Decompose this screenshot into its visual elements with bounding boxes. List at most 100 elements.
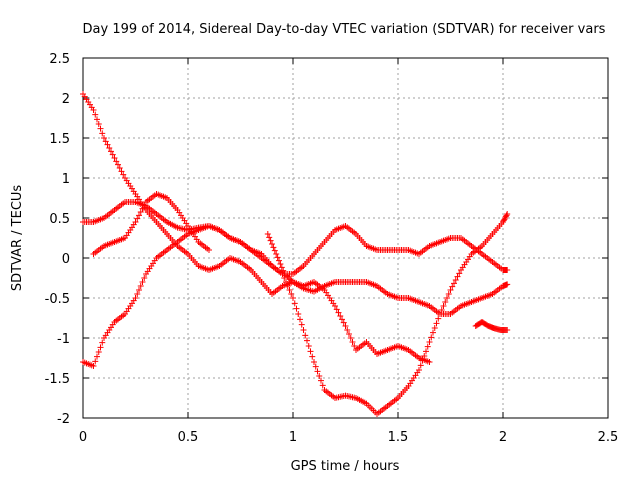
data-point-marker (312, 363, 319, 370)
data-point-marker (274, 254, 281, 261)
data-point-marker (437, 311, 443, 317)
data-point-marker (311, 359, 317, 365)
data-point-marker (503, 212, 510, 219)
plot-frame (82, 57, 609, 419)
data-point-marker (416, 367, 422, 373)
data-point-marker (283, 272, 289, 279)
data-point-marker (500, 219, 506, 225)
data-point-marker (277, 261, 284, 267)
y-tick-label: 1.5 (49, 132, 70, 147)
y-tick-label: 0.5 (49, 212, 70, 227)
data-point-marker (90, 107, 97, 113)
data-point-marker (452, 277, 459, 283)
data-point-marker (287, 276, 294, 283)
y-tick-labels: -2 -1.5 -1 -0.5 0 0.5 1 1.5 2 2.5 (45, 52, 70, 427)
data-point-marker (283, 279, 289, 285)
data-point-marker (316, 373, 323, 379)
data-point-marker (319, 382, 326, 389)
chart-title: Day 199 of 2014, Sidereal Day-to-day VTE… (83, 22, 606, 37)
data-point-marker (314, 368, 321, 375)
data-point-marker (106, 145, 113, 151)
data-points (80, 91, 511, 417)
x-tick-label: 1 (289, 430, 297, 445)
data-point-marker (305, 343, 312, 349)
data-point-marker (424, 343, 431, 350)
data-point-marker (276, 257, 282, 264)
data-point-marker (430, 329, 436, 336)
data-point-marker (444, 295, 450, 301)
data-point-marker (451, 280, 457, 287)
data-point-marker (102, 138, 109, 145)
data-point-marker (113, 158, 120, 165)
data-point-marker (440, 303, 447, 309)
data-point-marker (340, 319, 347, 326)
data-point-marker (501, 216, 508, 223)
data-point-marker (504, 211, 511, 217)
data-point-marker (285, 275, 292, 281)
data-point-marker (442, 299, 449, 305)
data-point-marker (335, 309, 342, 316)
x-axis-label: GPS time / hours (291, 459, 400, 474)
data-point-marker (94, 353, 100, 360)
data-point-marker (297, 316, 303, 323)
data-point-marker (139, 205, 146, 212)
y-tick-label: -1 (57, 332, 70, 347)
data-point-marker (438, 307, 445, 313)
data-point-marker (118, 168, 125, 175)
data-point-marker (318, 377, 324, 384)
data-point-marker (141, 202, 148, 209)
y-tick-label: 0 (62, 252, 70, 267)
data-point-marker (95, 349, 102, 355)
data-point-marker (502, 215, 509, 221)
y-tick-label: 1 (62, 172, 70, 187)
data-point-marker (108, 148, 114, 155)
data-point-marker (332, 303, 338, 309)
data-point-marker (295, 311, 302, 317)
data-point-marker (290, 295, 296, 301)
data-point-marker (92, 111, 99, 118)
data-point-marker (349, 339, 356, 345)
data-point-marker (286, 287, 293, 293)
data-point-marker (291, 300, 298, 307)
data-point-marker (92, 358, 99, 365)
data-point-marker (116, 165, 123, 171)
data-point-marker (97, 344, 104, 351)
data-point-marker (454, 273, 461, 280)
data-point-marker (342, 323, 349, 329)
data-point-marker (90, 363, 97, 369)
data-point-marker (351, 343, 358, 349)
grid (83, 58, 608, 418)
data-point-marker (269, 241, 275, 247)
data-point-marker (293, 305, 300, 312)
data-point-marker (97, 125, 104, 132)
data-point-marker (304, 337, 310, 344)
data-point-marker (504, 327, 511, 333)
x-tick-labels: 0 0.5 1 1.5 2 2.5 (79, 430, 618, 445)
data-point-marker (94, 116, 100, 123)
data-point-marker (284, 283, 291, 289)
data-point-marker (273, 251, 280, 257)
data-point-marker (99, 130, 106, 137)
data-point-marker (337, 313, 344, 319)
data-point-marker (431, 325, 438, 331)
data-point-marker (264, 231, 271, 237)
data-point-marker (333, 306, 340, 313)
x-tick-label: 0.5 (178, 430, 199, 445)
data-point-marker (344, 327, 351, 333)
x-tick-label: 2.5 (598, 430, 619, 445)
data-point-marker (278, 264, 285, 271)
data-point-marker (423, 348, 429, 355)
data-point-marker (288, 291, 295, 297)
data-point-marker (266, 234, 273, 241)
data-point-marker (111, 155, 118, 161)
data-point-marker (267, 237, 274, 244)
data-point-marker (132, 219, 139, 225)
y-axis-label: SDTVAR / TECUs (10, 185, 25, 292)
data-point-marker (271, 247, 278, 254)
data-point-marker (109, 151, 116, 158)
y-tick-label: -2 (57, 412, 70, 427)
y-tick-label: -1.5 (45, 372, 70, 387)
data-point-marker (426, 359, 433, 365)
data-point-marker (115, 161, 121, 168)
